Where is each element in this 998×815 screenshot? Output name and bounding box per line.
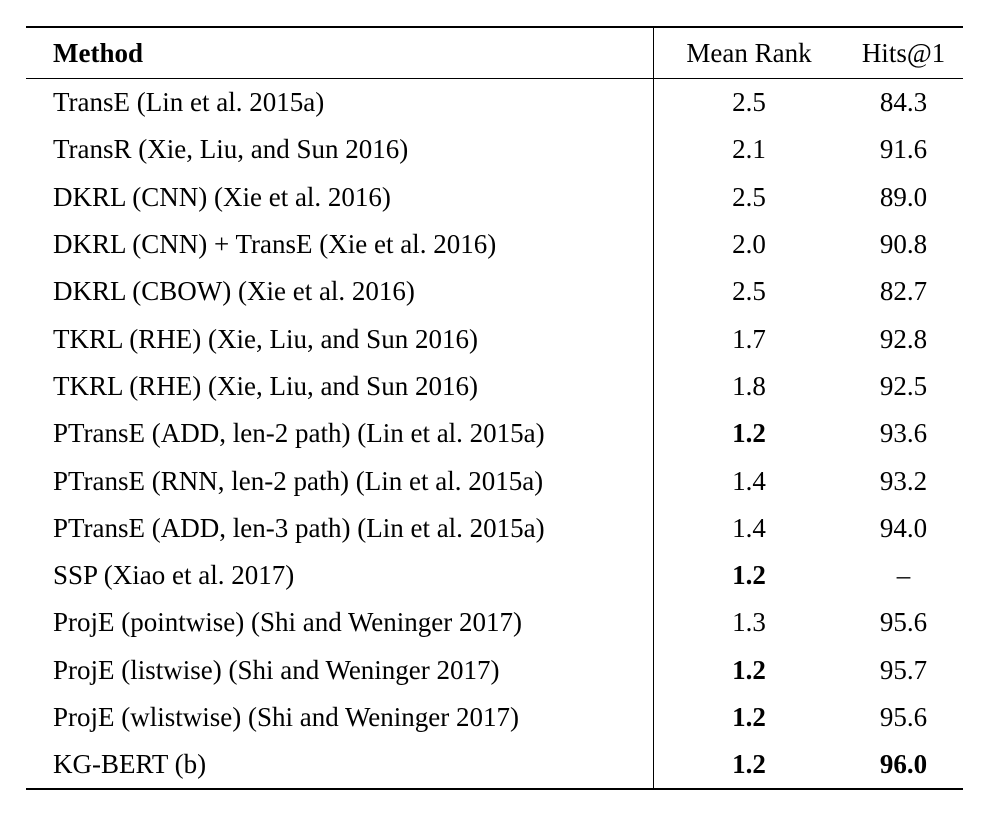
hits-at-1-cell: 84.3 <box>879 87 928 118</box>
hits-at-1-cell: 90.8 <box>879 229 928 260</box>
method-cell: PTransE (ADD, len-2 path) (Lin et al. 20… <box>26 410 654 458</box>
table-row: ProjE (wlistwise) (Shi and Weninger 2017… <box>26 693 963 742</box>
table-row: TKRL (RHE) (Xie, Liu, and Sun 2016) 1.7 … <box>26 315 963 363</box>
results-table: Method Mean Rank Hits@1 TransE (Lin et a… <box>26 26 963 790</box>
mean-rank-cell: 2.5 <box>732 276 766 307</box>
header-row: Method Mean Rank Hits@1 <box>26 27 963 79</box>
method-cell: ProjE (listwise) (Shi and Weninger 2017) <box>26 646 654 694</box>
mean-rank-cell: 1.2 <box>732 702 766 732</box>
table-row: PTransE (ADD, len-2 path) (Lin et al. 20… <box>26 410 963 458</box>
mean-rank-cell: 2.5 <box>732 87 766 118</box>
header-hits-at-1: Hits@1 <box>861 37 946 68</box>
method-cell: SSP (Xiao et al. 2017) <box>26 551 654 600</box>
hits-at-1-cell: 82.7 <box>879 276 928 307</box>
method-cell: TKRL (RHE) (Xie, Liu, and Sun 2016) <box>26 315 654 363</box>
mean-rank-cell: 1.2 <box>732 560 766 591</box>
method-cell: TransE (Lin et al. 2015a) <box>26 78 654 127</box>
table-row: DKRL (CNN) (Xie et al. 2016) 2.5 89.0 <box>26 173 963 221</box>
method-cell: TKRL (RHE) (Xie, Liu, and Sun 2016) <box>26 362 654 411</box>
hits-at-1-cell: 89.0 <box>879 181 928 212</box>
table-row: SSP (Xiao et al. 2017) 1.2 – <box>26 551 963 600</box>
table-row: ProjE (pointwise) (Shi and Weninger 2017… <box>26 599 963 647</box>
mean-rank-cell: 1.4 <box>732 512 766 543</box>
hits-at-1-cell: 95.7 <box>879 654 928 685</box>
table-row: PTransE (ADD, len-3 path) (Lin et al. 20… <box>26 504 963 552</box>
table-row: TKRL (RHE) (Xie, Liu, and Sun 2016) 1.8 … <box>26 362 963 411</box>
method-cell: PTransE (ADD, len-3 path) (Lin et al. 20… <box>26 504 654 552</box>
header-method: Method <box>26 27 654 79</box>
table-row: PTransE (RNN, len-2 path) (Lin et al. 20… <box>26 457 963 505</box>
method-cell: TransR (Xie, Liu, and Sun 2016) <box>26 126 654 174</box>
hits-at-1-cell: 95.6 <box>879 607 928 638</box>
hits-at-1-cell: 93.2 <box>879 465 928 496</box>
method-cell: ProjE (pointwise) (Shi and Weninger 2017… <box>26 599 654 647</box>
method-cell: DKRL (CNN) + TransE (Xie et al. 2016) <box>26 220 654 269</box>
table-row: ProjE (listwise) (Shi and Weninger 2017)… <box>26 646 963 694</box>
table-row: DKRL (CBOW) (Xie et al. 2016) 2.5 82.7 <box>26 268 963 316</box>
mean-rank-cell: 2.0 <box>732 229 766 260</box>
table-row: TransR (Xie, Liu, and Sun 2016) 2.1 91.6 <box>26 126 963 174</box>
mean-rank-cell: 1.8 <box>732 370 766 401</box>
method-cell: PTransE (RNN, len-2 path) (Lin et al. 20… <box>26 457 654 505</box>
hits-at-1-cell: 94.0 <box>879 512 928 543</box>
mean-rank-cell: 1.2 <box>732 749 766 780</box>
mean-rank-cell: 1.2 <box>732 654 766 685</box>
table-row: KG-BERT (b) 1.2 96.0 <box>26 741 963 790</box>
hits-at-1-cell: 93.6 <box>879 418 928 449</box>
mean-rank-cell: 1.2 <box>732 418 766 449</box>
mean-rank-cell: 1.4 <box>732 465 766 496</box>
table-row: DKRL (CNN) + TransE (Xie et al. 2016) 2.… <box>26 220 963 269</box>
mean-rank-cell: 2.1 <box>732 134 766 165</box>
header-mean-rank: Mean Rank <box>686 37 812 68</box>
table-header: Method Mean Rank Hits@1 <box>26 27 963 79</box>
mean-rank-cell: 2.5 <box>732 181 766 212</box>
mean-rank-cell: 1.3 <box>732 607 766 638</box>
method-cell: DKRL (CBOW) (Xie et al. 2016) <box>26 268 654 316</box>
hits-at-1-cell: 96.0 <box>879 749 928 780</box>
hits-at-1-cell: 95.6 <box>879 702 928 732</box>
method-cell: ProjE (wlistwise) (Shi and Weninger 2017… <box>26 693 654 742</box>
table-row: TransE (Lin et al. 2015a) 2.5 84.3 <box>26 78 963 127</box>
method-cell: KG-BERT (b) <box>26 741 654 790</box>
hits-at-1-cell: 91.6 <box>879 134 928 165</box>
hits-at-1-cell: 92.5 <box>879 370 928 401</box>
mean-rank-cell: 1.7 <box>732 323 766 354</box>
hits-at-1-cell: – <box>896 560 911 591</box>
hits-at-1-cell: 92.8 <box>879 323 928 354</box>
method-cell: DKRL (CNN) (Xie et al. 2016) <box>26 173 654 221</box>
table-body: TransE (Lin et al. 2015a) 2.5 84.3 Trans… <box>26 78 963 790</box>
